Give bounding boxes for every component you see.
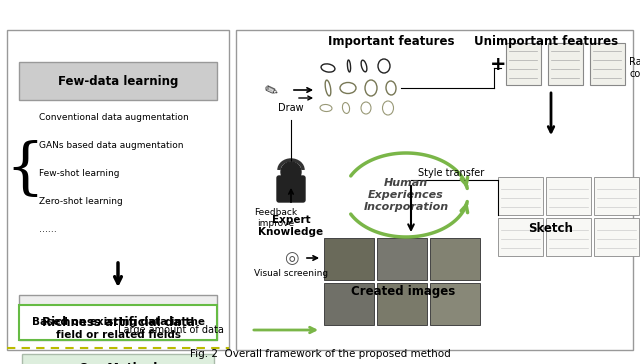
Text: {: { bbox=[6, 140, 44, 200]
Text: field or related fields: field or related fields bbox=[56, 330, 180, 340]
Text: Style transfer: Style transfer bbox=[418, 168, 484, 178]
Bar bbox=[19, 305, 217, 340]
Text: Feedback
improve: Feedback improve bbox=[255, 208, 298, 228]
Bar bbox=[430, 238, 480, 280]
Text: Visual screening: Visual screening bbox=[254, 269, 328, 278]
Circle shape bbox=[281, 162, 301, 182]
Bar bbox=[594, 218, 639, 256]
Bar bbox=[546, 218, 591, 256]
Text: ◎: ◎ bbox=[284, 249, 298, 267]
Bar bbox=[324, 283, 374, 325]
Bar bbox=[236, 30, 633, 350]
FancyBboxPatch shape bbox=[277, 176, 305, 202]
Text: GANs based data augmentation: GANs based data augmentation bbox=[39, 142, 184, 150]
Bar bbox=[548, 43, 583, 85]
Bar bbox=[377, 238, 427, 280]
Text: Random
combinations: Random combinations bbox=[629, 57, 640, 79]
Bar bbox=[19, 295, 217, 340]
Bar bbox=[430, 283, 480, 325]
Text: ……: …… bbox=[39, 226, 57, 234]
Text: Human
Experiences
Incorporation: Human Experiences Incorporation bbox=[364, 178, 449, 211]
Bar bbox=[590, 43, 625, 85]
Bar bbox=[7, 30, 229, 350]
Bar bbox=[19, 62, 217, 100]
Text: Zero-shot learning: Zero-shot learning bbox=[39, 198, 123, 206]
Bar bbox=[498, 218, 543, 256]
Text: Draw: Draw bbox=[278, 103, 303, 113]
Bar bbox=[546, 177, 591, 215]
Text: Based on existing data in the: Based on existing data in the bbox=[31, 317, 205, 327]
Text: Few-data learning: Few-data learning bbox=[58, 75, 178, 87]
Bar bbox=[498, 177, 543, 215]
Text: ✏: ✏ bbox=[261, 79, 281, 101]
Text: Sketch: Sketch bbox=[529, 222, 573, 234]
Bar bbox=[506, 43, 541, 85]
Bar bbox=[324, 238, 374, 280]
Text: Richness artificial data: Richness artificial data bbox=[42, 316, 195, 328]
Text: +: + bbox=[490, 55, 506, 75]
Text: Conventional data augmentation: Conventional data augmentation bbox=[39, 114, 189, 123]
Text: Important features: Important features bbox=[328, 36, 454, 48]
Bar bbox=[594, 177, 639, 215]
Bar bbox=[377, 283, 427, 325]
Text: Large amount of data: Large amount of data bbox=[118, 325, 224, 335]
Bar bbox=[22, 354, 214, 364]
Text: Our Method: Our Method bbox=[79, 361, 157, 364]
Text: Created images: Created images bbox=[351, 285, 456, 298]
Text: Fig. 2  Overall framework of the proposed method: Fig. 2 Overall framework of the proposed… bbox=[189, 349, 451, 359]
Text: Unimportant features: Unimportant features bbox=[474, 36, 618, 48]
Text: Expert
Knowledge: Expert Knowledge bbox=[259, 215, 324, 237]
Text: Few-shot learning: Few-shot learning bbox=[39, 170, 120, 178]
